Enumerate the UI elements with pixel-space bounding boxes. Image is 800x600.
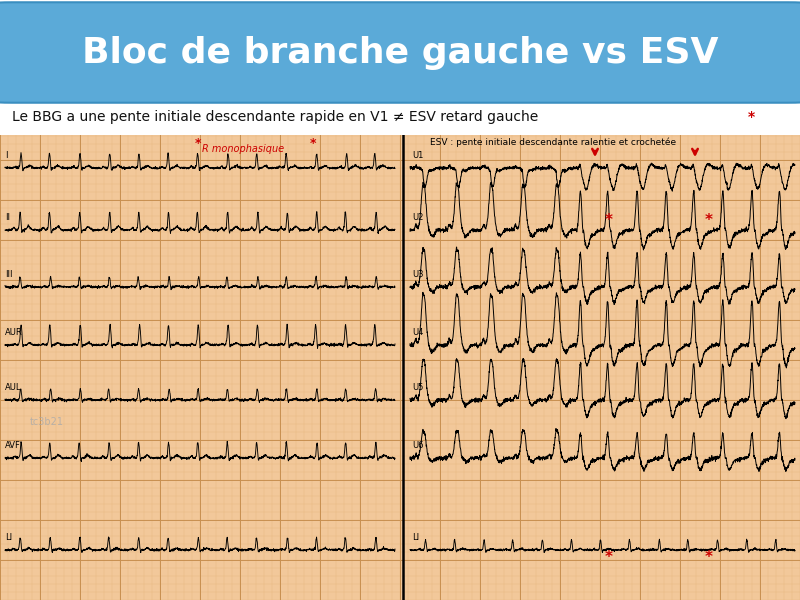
Text: U5: U5	[412, 383, 423, 392]
Text: *: *	[705, 213, 713, 228]
Text: U6: U6	[412, 441, 423, 450]
Text: AUR: AUR	[5, 328, 22, 337]
Text: I: I	[5, 151, 7, 160]
Text: Bloc de branche gauche vs ESV: Bloc de branche gauche vs ESV	[82, 35, 718, 70]
Text: ESV : pente initiale descendante ralentie et crochetée: ESV : pente initiale descendante ralenti…	[430, 137, 676, 147]
Text: *: *	[605, 550, 613, 565]
Text: LI: LI	[5, 533, 12, 542]
FancyBboxPatch shape	[0, 2, 800, 103]
Text: U2: U2	[412, 213, 423, 222]
Text: *: *	[748, 110, 755, 124]
Text: *: *	[605, 213, 613, 228]
Text: III: III	[5, 270, 13, 279]
Text: LI: LI	[412, 533, 419, 542]
Text: *: *	[195, 137, 202, 150]
Text: U4: U4	[412, 328, 423, 337]
Text: AVF: AVF	[5, 441, 21, 450]
Text: AUL: AUL	[5, 383, 22, 392]
Text: II: II	[5, 213, 10, 222]
Text: U3: U3	[412, 270, 423, 279]
Text: *: *	[310, 137, 317, 150]
Text: *: *	[705, 550, 713, 565]
Text: tc3b21: tc3b21	[30, 417, 64, 427]
Text: U1: U1	[412, 151, 423, 160]
Text: R monophasique: R monophasique	[202, 144, 284, 154]
Text: Le BBG a une pente initiale descendante rapide en V1 ≠ ESV retard gauche: Le BBG a une pente initiale descendante …	[12, 110, 538, 124]
